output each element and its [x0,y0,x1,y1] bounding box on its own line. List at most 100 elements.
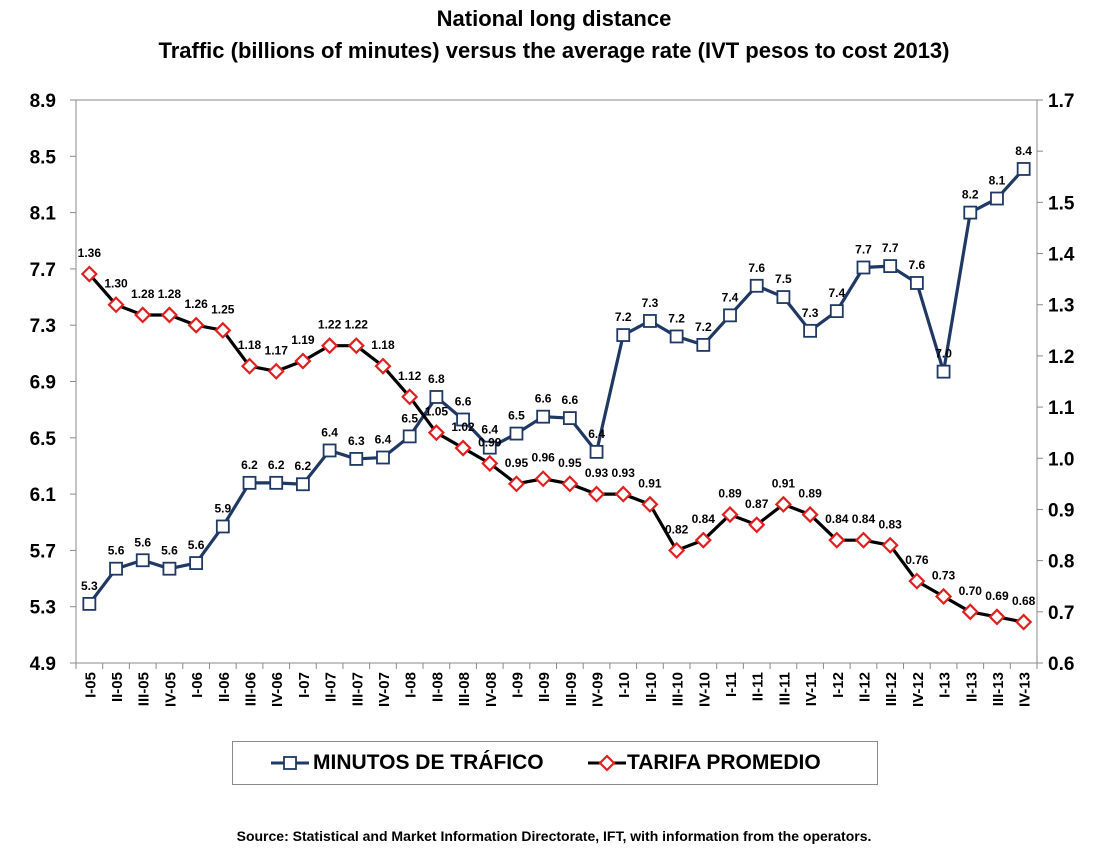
x-tick-label: III-07 [349,672,366,706]
rate-point [401,388,419,406]
traffic-data-label: 6.4 [321,425,338,439]
traffic-point [189,556,204,570]
traffic-point [723,308,737,323]
traffic-data-label: 6.4 [375,433,392,447]
traffic-data-label: 7.7 [882,241,899,255]
rate-point [321,337,339,355]
rate-point [828,531,846,549]
rate-data-label: 1.36 [78,246,102,260]
rate-point [881,536,899,554]
traffic-data-label: 6.6 [455,395,472,409]
traffic-point [109,561,123,576]
rate-data-label: 1.05 [425,405,449,419]
chart-title-line-1: National long distance [436,6,672,31]
traffic-data-label: 7.7 [855,242,872,256]
rate-point [694,531,712,549]
rate-point [587,485,606,503]
rate-point [240,357,259,375]
y-left-tick-label: 6.9 [30,373,56,394]
y-right-tick-label: 0.6 [1048,654,1074,675]
x-tick-label: III-10 [670,672,687,706]
traffic-data-label: 5.6 [108,544,125,558]
rate-point [160,306,178,324]
traffic-data-label: 6.3 [348,434,365,448]
rate-data-label: 0.95 [505,456,529,470]
traffic-point [509,426,524,441]
x-tick-label: II-12 [856,672,873,702]
traffic-data-label: 7.3 [802,306,819,320]
rate-data-label: 0.89 [718,487,742,501]
x-tick-label: III-08 [456,672,473,706]
traffic-data-label: 5.3 [81,579,98,593]
traffic-point [963,205,978,220]
y-right-tick-label: 1.2 [1048,347,1074,368]
rate-data-label: 1.28 [131,287,155,301]
traffic-point [456,412,470,427]
rate-point [347,337,365,355]
rate-point [134,306,152,324]
traffic-data-label: 6.4 [588,427,605,441]
legend-label-rate: TARIFA PROMEDIO [627,751,821,774]
x-tick-label: IV-05 [162,672,179,707]
traffic-point [616,328,631,342]
rate-data-label: 1.28 [158,287,182,301]
source-note: Source: Statistical and Market Informati… [236,828,872,844]
traffic-point [482,440,497,455]
traffic-point [776,290,791,304]
traffic-point [643,314,657,328]
x-tick-label: I-07 [296,672,313,698]
traffic-point [82,596,97,611]
x-tick-label: I-10 [616,672,633,698]
rate-data-label: 1.18 [238,338,262,352]
rate-point [534,470,552,488]
y-left-tick-label: 6.5 [30,429,57,450]
traffic-point [803,323,817,338]
rate-point [854,531,873,549]
traffic-point [402,429,417,444]
traffic-point [242,475,257,490]
x-tick-label: III-05 [136,672,153,706]
legend-label-traffic: MINUTOS DE TRÁFICO [313,751,544,774]
traffic-point [696,338,711,352]
x-tick-label: IV-12 [910,672,927,707]
rate-data-label: 0.93 [585,466,609,480]
x-tick-label: II-10 [643,672,660,702]
rate-data-label: 0.70 [959,584,983,598]
traffic-point [269,475,284,490]
x-tick-label: I-11 [723,672,740,697]
traffic-data-label: 7.4 [722,290,739,304]
x-tick-label: I-05 [82,672,99,698]
rate-data-label: 0.73 [932,568,956,582]
rate-point [721,506,739,524]
rate-point [427,424,445,442]
x-tick-label: I-12 [830,672,847,698]
x-tick-label: II-09 [536,672,553,702]
x-tick-label: I-09 [509,672,526,698]
rate-data-label: 1.12 [398,369,422,383]
traffic-data-label: 6.5 [508,409,525,423]
y-right-tick-label: 0.8 [1048,552,1074,573]
traffic-point [909,276,924,290]
traffic-data-label: 7.3 [642,296,659,310]
rate-data-label: 1.19 [291,333,315,347]
x-tick-label: IV-08 [483,672,500,707]
traffic-data-label: 7.6 [909,258,926,272]
series-line-rate [88,272,1024,624]
y-right-tick-label: 0.7 [1048,603,1074,624]
traffic-data-label: 7.2 [695,320,712,334]
rate-point [641,495,659,513]
rate-data-label: 1.30 [104,277,128,291]
rate-data-label: 1.18 [371,338,395,352]
rate-data-label: 0.69 [985,589,1009,603]
traffic-point [669,329,684,344]
y-left-tick-label: 5.7 [30,541,56,562]
traffic-data-label: 5.6 [161,544,178,558]
rate-point [481,454,499,472]
rate-data-label: 0.99 [478,435,502,449]
rate-data-label: 0.89 [798,487,822,501]
rate-point [668,541,686,559]
rate-data-label: 1.17 [265,343,289,357]
rate-point [507,475,526,493]
traffic-data-label: 7.2 [615,310,632,324]
